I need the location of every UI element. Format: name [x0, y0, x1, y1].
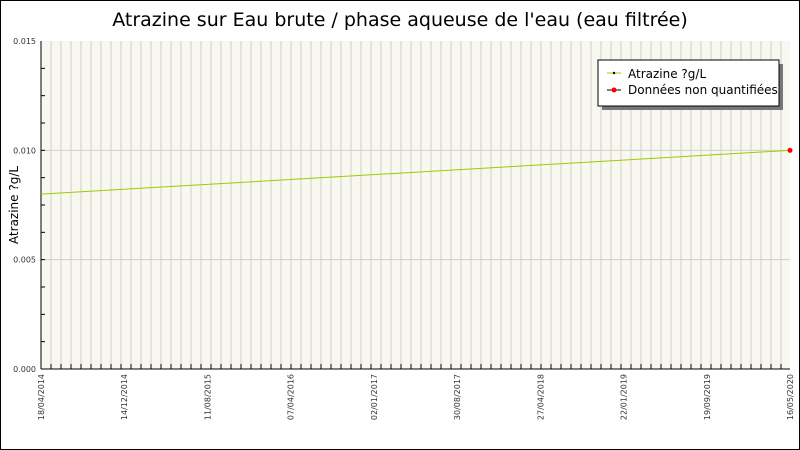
x-tick-label: 22/01/2019 — [620, 374, 629, 420]
y-tick-label: 0.010 — [13, 146, 36, 155]
chart-title: Atrazine sur Eau brute / phase aqueuse d… — [112, 9, 688, 31]
legend-marker-non-quantified — [611, 87, 617, 93]
x-tick-label: 30/08/2017 — [453, 374, 462, 420]
y-tick-label: 0.000 — [13, 365, 36, 374]
non-quantified-point — [787, 147, 793, 153]
legend: Atrazine ?g/L Données non quantifiées — [597, 59, 783, 110]
legend-marker-atrazine — [612, 71, 616, 75]
legend-label-atrazine: Atrazine ?g/L — [628, 67, 706, 81]
x-tick-label: 16/05/2020 — [786, 374, 795, 420]
x-tick-label: 27/04/2018 — [536, 374, 545, 420]
y-tick-label: 0.005 — [13, 256, 36, 265]
marks — [40, 147, 793, 195]
legend-label-non-quantified: Données non quantifiées — [628, 83, 778, 97]
y-axis-label: Atrazine ?g/L — [7, 166, 21, 244]
x-tick-label: 07/04/2016 — [287, 374, 296, 420]
x-tick-label: 14/12/2014 — [120, 374, 129, 420]
x-tick-label: 11/08/2015 — [203, 374, 212, 420]
series-line-atrazine — [40, 149, 791, 195]
y-tick-label: 0.015 — [13, 37, 36, 46]
x-tick-label: 02/01/2017 — [370, 374, 379, 420]
ticks: 0.000 0.005 0.010 0.015 18/04/2014 14/12/2014… — [13, 37, 795, 420]
x-tick-label: 19/09/2019 — [703, 374, 712, 420]
x-tick-label: 18/04/2014 — [37, 374, 46, 420]
